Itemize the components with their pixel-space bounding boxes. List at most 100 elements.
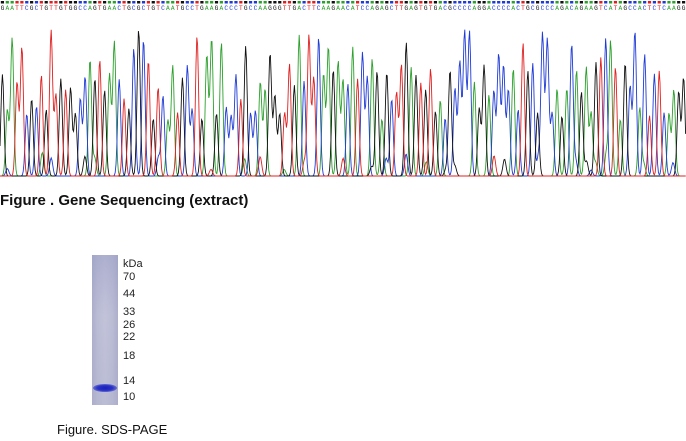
quality-bar: [419, 1, 423, 4]
quality-bar: [540, 1, 545, 4]
base-call-letter: T: [599, 5, 603, 12]
quality-bar: [302, 1, 306, 4]
quality-bar: [536, 1, 540, 4]
quality-bar: [380, 1, 384, 4]
base-call-letter: C: [492, 5, 496, 12]
quality-bar: [647, 1, 652, 4]
base-call-letter: C: [502, 5, 506, 12]
base-call-letter: A: [166, 5, 170, 12]
quality-bar: [20, 1, 24, 4]
base-call-letter: G: [414, 5, 418, 12]
base-call-letter: T: [122, 5, 126, 12]
trace-a: [0, 34, 686, 177]
base-call-letter: A: [609, 5, 613, 12]
base-call-letter: T: [648, 5, 652, 12]
quality-bar: [584, 1, 588, 4]
quality-bar: [472, 1, 476, 4]
base-call-letter: T: [400, 5, 404, 12]
base-call-letter: A: [341, 5, 345, 12]
quality-bar: [132, 1, 136, 4]
quality-bar: [643, 1, 647, 4]
base-call-letter: A: [487, 5, 491, 12]
base-call-letter: T: [429, 5, 433, 12]
base-call-letter: C: [633, 5, 637, 12]
quality-bar: [599, 1, 603, 4]
base-call-letter: C: [234, 5, 238, 12]
quality-bar: [292, 1, 296, 4]
quality-bar: [360, 1, 365, 4]
base-call-letter: G: [151, 5, 155, 12]
quality-bar: [10, 1, 14, 4]
base-call-letter: A: [370, 5, 374, 12]
quality-bar: [555, 1, 559, 4]
quality-bar: [526, 1, 530, 4]
quality-bar: [88, 1, 92, 4]
base-call-letter: G: [424, 5, 428, 12]
molecular-weight-unit: kDa: [123, 258, 143, 270]
base-call-letter: G: [1, 5, 5, 12]
base-call-letter: T: [657, 5, 661, 12]
base-call-letter: A: [409, 5, 413, 12]
base-call-letter: G: [200, 5, 204, 12]
quality-bar: [492, 1, 496, 4]
base-call-letter: A: [108, 5, 112, 12]
base-call-letter: G: [127, 5, 131, 12]
quality-bar: [579, 1, 583, 4]
quality-bar: [78, 1, 82, 4]
base-call-letter: C: [302, 5, 306, 12]
base-call-letter: C: [662, 5, 666, 12]
quality-bar: [317, 1, 321, 4]
base-call-letter: C: [365, 5, 369, 12]
base-call-letter: C: [545, 5, 549, 12]
sds-page-caption: Figure. SDS-PAGE: [57, 422, 168, 437]
quality-bar: [103, 1, 107, 4]
base-call-letter: G: [268, 5, 272, 12]
quality-bar: [248, 1, 253, 4]
quality-bar: [677, 1, 681, 4]
base-call-letter: C: [653, 5, 657, 12]
quality-bar: [341, 1, 345, 4]
base-call-letter: T: [15, 5, 19, 12]
quality-bar: [662, 1, 666, 4]
quality-bar: [195, 1, 199, 4]
base-call-letter: G: [244, 5, 248, 12]
base-call-letter: A: [5, 5, 9, 12]
quality-bar: [127, 1, 131, 4]
base-call-letter: C: [229, 5, 233, 12]
base-call-letter: A: [473, 5, 477, 12]
base-call-letter: A: [618, 5, 622, 12]
quality-bar: [39, 1, 43, 4]
base-call-letter: A: [88, 5, 92, 12]
quality-bar: [399, 1, 403, 4]
quality-bar: [438, 1, 442, 4]
base-call-letter: C: [35, 5, 39, 12]
quality-bar: [589, 1, 593, 4]
quality-bar: [409, 1, 413, 4]
quality-bar: [618, 1, 622, 4]
base-call-letter: T: [176, 5, 180, 12]
base-call-letter: C: [83, 5, 87, 12]
quality-bar: [268, 1, 272, 4]
quality-bar: [234, 1, 238, 4]
base-call-letter: G: [137, 5, 141, 12]
quality-bar: [346, 1, 350, 4]
quality-bar: [122, 1, 126, 4]
base-call-letter: C: [463, 5, 467, 12]
base-call-letter: C: [468, 5, 472, 12]
base-call-letter: G: [594, 5, 598, 12]
base-call-letter: A: [589, 5, 593, 12]
quality-bar: [623, 1, 627, 4]
sds-page-gel: kDa 70 44 33 26 22 18 14 10: [90, 255, 200, 407]
base-call-letter: G: [448, 5, 452, 12]
base-call-letter: G: [331, 5, 335, 12]
quality-bar: [137, 1, 141, 4]
base-call-letter: A: [205, 5, 209, 12]
base-call-letter: A: [322, 5, 326, 12]
protein-band: [93, 384, 117, 392]
quality-bar: [365, 1, 369, 4]
base-call-letter: C: [541, 5, 545, 12]
base-call-letter: A: [258, 5, 262, 12]
base-call-letter: T: [283, 5, 287, 12]
base-call-letter: G: [292, 5, 296, 12]
base-call-letter: T: [54, 5, 58, 12]
